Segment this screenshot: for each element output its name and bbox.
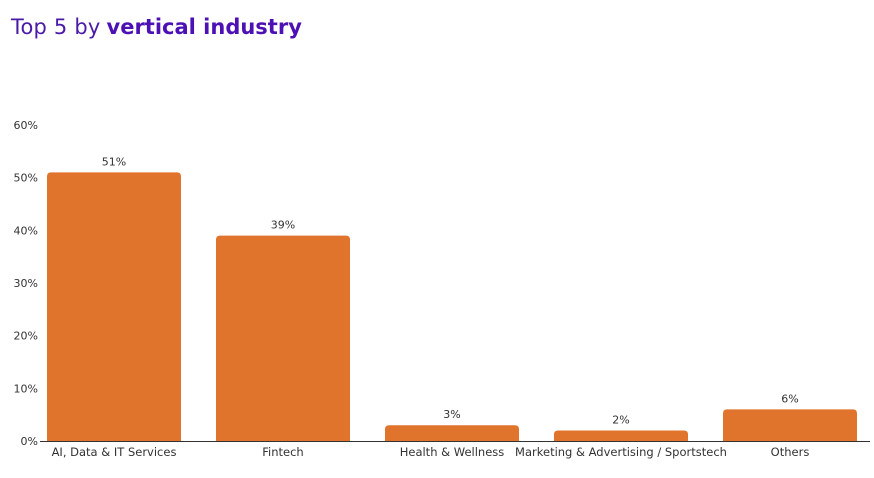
- x-tick-label: Health & Wellness: [400, 445, 505, 459]
- data-label: 2%: [612, 413, 629, 426]
- y-tick-label: 50%: [14, 172, 38, 185]
- y-tick-label: 30%: [14, 277, 38, 290]
- title-emphasis: vertical industry: [106, 15, 302, 39]
- data-label: 51%: [102, 155, 126, 168]
- y-tick-label: 40%: [14, 224, 38, 237]
- y-tick-label: 10%: [14, 382, 38, 395]
- bar: [216, 235, 350, 441]
- bar: [723, 409, 857, 441]
- title-prefix: Top 5 by: [11, 15, 101, 39]
- x-tick-label: Marketing & Advertising / Sportstech: [515, 445, 727, 459]
- data-label: 3%: [443, 408, 460, 421]
- y-tick-label: 20%: [14, 330, 38, 343]
- bar: [47, 172, 181, 441]
- data-label: 6%: [781, 392, 798, 405]
- y-tick-label: 60%: [14, 119, 38, 132]
- data-label: 39%: [271, 219, 295, 232]
- x-tick-label: AI, Data & IT Services: [52, 445, 177, 459]
- x-tick-label: Fintech: [262, 445, 303, 459]
- chart-title: Top 5 by vertical industry: [11, 13, 302, 41]
- x-tick-label: Others: [771, 445, 810, 459]
- bar: [554, 430, 688, 441]
- bar: [385, 425, 519, 441]
- y-tick-label: 0%: [21, 435, 38, 448]
